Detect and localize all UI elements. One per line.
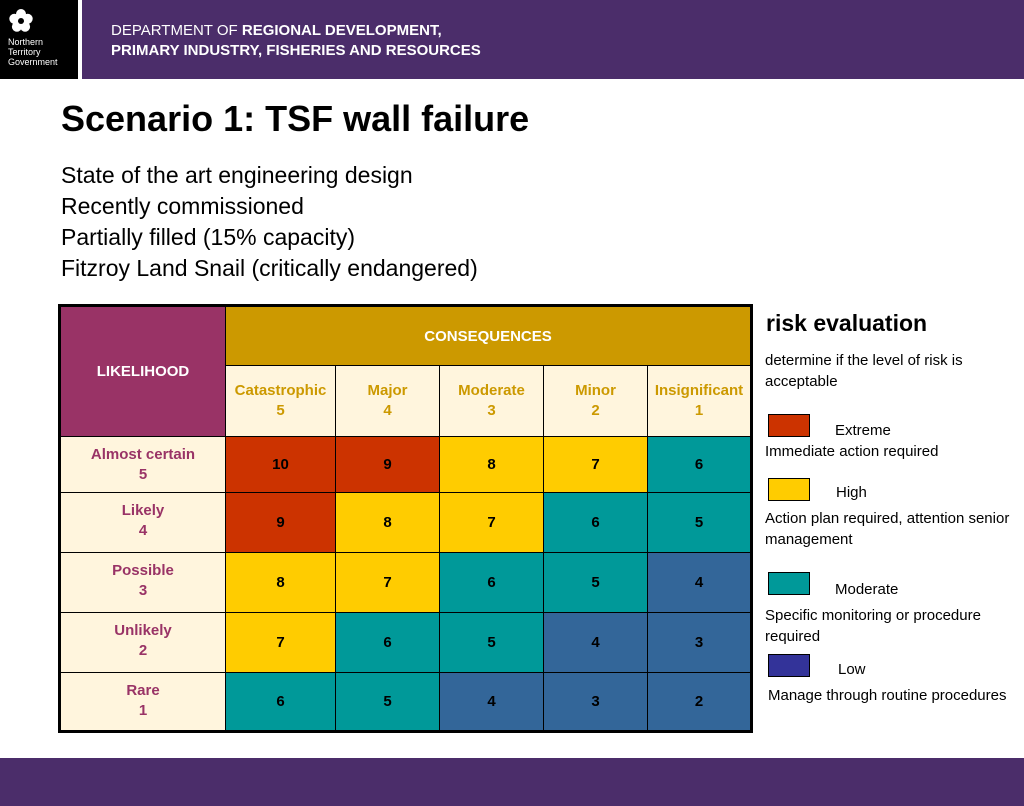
risk-score-cell: 5 <box>647 492 752 553</box>
consequence-name: Catastrophic <box>234 382 327 399</box>
page-title: Scenario 1: TSF wall failure <box>61 98 530 139</box>
risk-score-cell: 5 <box>335 672 440 732</box>
consequence-column-header: Minor 2 <box>543 365 648 437</box>
risk-matrix: LIKELIHOOD CONSEQUENCES Catastrophic 5 Maj… <box>58 304 753 733</box>
consequence-score: 2 <box>591 402 600 419</box>
likelihood-row-header: Unlikely 2 <box>59 612 226 673</box>
likelihood-row-header: Likely 4 <box>59 492 226 553</box>
consequence-name: Insignificant <box>654 382 744 399</box>
likelihood-header: LIKELIHOOD <box>59 305 226 437</box>
matrix-row: Rare 1 6 5 4 3 2 <box>59 672 752 732</box>
low-swatch <box>768 654 810 677</box>
extreme-swatch <box>768 414 810 437</box>
low-label: Low <box>838 661 866 678</box>
risk-score-cell: 3 <box>647 612 752 673</box>
consequence-column-header: Catastrophic 5 <box>225 365 336 437</box>
extreme-description: Immediate action required <box>765 443 939 460</box>
consequence-name: Moderate <box>458 382 525 399</box>
consequence-score: 5 <box>276 402 285 419</box>
risk-score-cell: 9 <box>335 436 440 493</box>
scenario-point: Fitzroy Land Snail (critically endangere… <box>61 255 478 281</box>
header-band: Northern Territory Government DEPARTMENT… <box>0 0 1024 79</box>
consequence-name: Minor <box>575 382 616 399</box>
moderate-swatch <box>768 572 810 595</box>
consequence-score: 4 <box>383 402 392 419</box>
risk-score-cell: 6 <box>439 552 544 613</box>
likelihood-score: 1 <box>138 702 148 719</box>
low-description: Manage through routine procedures <box>768 687 1007 704</box>
nt-government-logo: Northern Territory Government <box>0 0 82 79</box>
extreme-label: Extreme <box>835 422 891 439</box>
dept-name-bold: REGIONAL DEVELOPMENT, <box>241 22 442 39</box>
logo-line: Territory <box>8 47 41 57</box>
logo-text: Northern Territory Government <box>8 37 58 67</box>
risk-score-cell: 5 <box>543 552 648 613</box>
logo-line: Northern <box>8 37 44 47</box>
risk-score-cell: 6 <box>543 492 648 553</box>
risk-score-cell: 8 <box>335 492 440 553</box>
footer-band <box>0 758 1024 806</box>
consequence-score: 3 <box>487 402 496 419</box>
legend-title: risk evaluation <box>766 310 928 336</box>
risk-score-cell: 6 <box>335 612 440 673</box>
high-label: High <box>836 484 867 501</box>
likelihood-score: 3 <box>138 582 148 599</box>
scenario-points: State of the art engineering design Rece… <box>61 160 478 284</box>
matrix-row: Unlikely 2 7 6 5 4 3 <box>59 612 752 673</box>
risk-score-cell: 7 <box>225 612 336 673</box>
risk-score-cell: 8 <box>225 552 336 613</box>
likelihood-score: 4 <box>138 522 148 539</box>
risk-score-cell: 6 <box>225 672 336 732</box>
risk-score-cell: 3 <box>543 672 648 732</box>
risk-score-cell: 7 <box>543 436 648 493</box>
legend-subtitle: determine if the level of risk is accept… <box>765 352 963 390</box>
likelihood-row-header: Almost certain 5 <box>59 436 226 493</box>
likelihood-name: Unlikely <box>114 622 172 639</box>
consequence-score: 1 <box>694 402 704 419</box>
likelihood-row-header: Rare 1 <box>59 672 226 732</box>
risk-score-cell: 7 <box>439 492 544 553</box>
matrix-row: Almost certain 5 10 9 8 7 6 <box>59 436 752 493</box>
likelihood-name: Possible <box>112 562 174 579</box>
dept-name-line2: PRIMARY INDUSTRY, FISHERIES AND RESOURCE… <box>111 42 481 59</box>
scenario-point: Partially filled (15% capacity) <box>61 224 356 250</box>
consequence-column-header: Moderate 3 <box>439 365 544 437</box>
consequence-column-header: Major 4 <box>335 365 440 437</box>
risk-score-cell: 4 <box>543 612 648 673</box>
risk-score-cell: 4 <box>647 552 752 613</box>
risk-score-cell: 7 <box>335 552 440 613</box>
consequence-name: Major <box>367 382 408 399</box>
flower-icon <box>9 9 33 32</box>
risk-score-cell: 2 <box>647 672 752 732</box>
risk-score-cell: 9 <box>225 492 336 553</box>
moderate-label: Moderate <box>835 581 899 598</box>
consequence-column-header: Insignificant 1 <box>647 365 752 437</box>
risk-score-cell: 4 <box>439 672 544 732</box>
dept-prefix: DEPARTMENT OF <box>111 22 242 39</box>
risk-score-cell: 10 <box>225 436 336 493</box>
high-swatch <box>768 478 810 501</box>
logo-line: Government <box>8 57 58 67</box>
likelihood-score: 2 <box>138 642 148 659</box>
likelihood-name: Likely <box>121 502 165 519</box>
scenario-point: State of the art engineering design <box>61 162 413 188</box>
consequences-header: CONSEQUENCES <box>225 305 752 366</box>
department-name: DEPARTMENT OF REGIONAL DEVELOPMENT, PRIM… <box>111 21 481 61</box>
risk-score-cell: 6 <box>647 436 752 493</box>
matrix-row: Likely 4 9 8 7 6 5 <box>59 492 752 553</box>
risk-score-cell: 5 <box>439 612 544 673</box>
high-description: Action plan required, attention senior m… <box>765 510 1010 548</box>
matrix-row: Possible 3 8 7 6 5 4 <box>59 552 752 613</box>
risk-score-cell: 8 <box>439 436 544 493</box>
moderate-description: Specific monitoring or procedure require… <box>765 607 981 645</box>
likelihood-name: Rare <box>126 682 160 699</box>
likelihood-row-header: Possible 3 <box>59 552 226 613</box>
likelihood-name: Almost certain <box>90 446 196 463</box>
likelihood-score: 5 <box>138 466 148 483</box>
scenario-point: Recently commissioned <box>61 193 304 219</box>
